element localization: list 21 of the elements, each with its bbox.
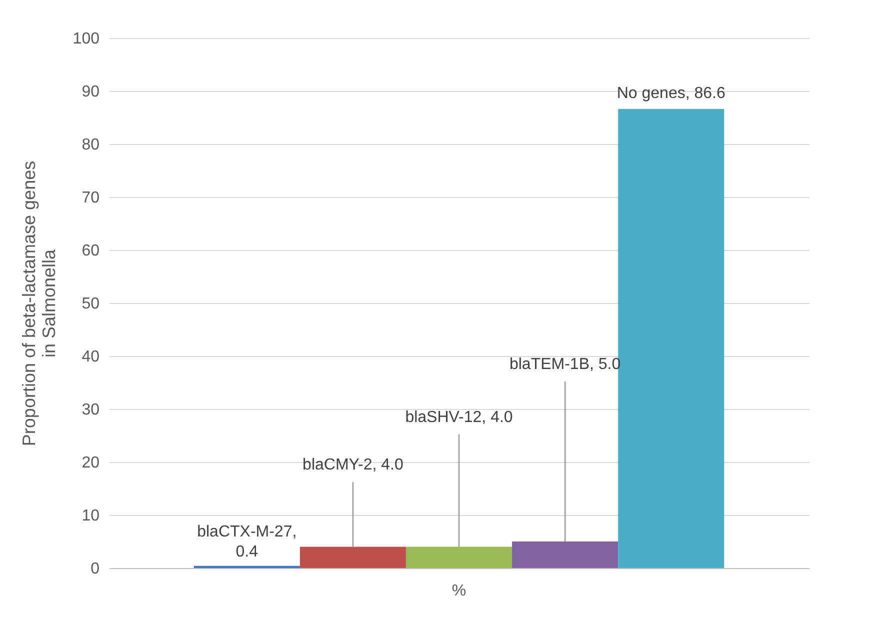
y-tick-label: 100 bbox=[72, 30, 100, 48]
y-tick-label: 40 bbox=[82, 348, 100, 366]
y-tick-label: 50 bbox=[82, 296, 100, 312]
y-tick-label: 90 bbox=[82, 84, 100, 100]
y-tick-label: 70 bbox=[82, 190, 100, 206]
y-tick-label: 60 bbox=[82, 242, 100, 260]
data-label: blaCMY-2, 4.0 bbox=[302, 456, 404, 474]
y-tick-label: 80 bbox=[82, 136, 100, 154]
data-label: blaCTX-M-27, 0.4 bbox=[197, 523, 297, 560]
bar bbox=[618, 109, 724, 568]
y-axis-title: Proportion of beta-lactamase genes in Salmonella bbox=[18, 160, 59, 446]
data-label: blaSHV-12, 4.0 bbox=[405, 408, 513, 426]
y-tick-label: 30 bbox=[82, 402, 100, 418]
y-tick-label: 20 bbox=[82, 454, 100, 472]
bar bbox=[406, 546, 512, 568]
y-tick-label: 10 bbox=[82, 508, 100, 524]
bar bbox=[300, 546, 406, 568]
y-tick-label: 0 bbox=[90, 560, 100, 578]
x-tick-label: % bbox=[452, 582, 466, 600]
data-label: No genes, 86.6 bbox=[616, 85, 726, 102]
bar bbox=[512, 542, 618, 568]
